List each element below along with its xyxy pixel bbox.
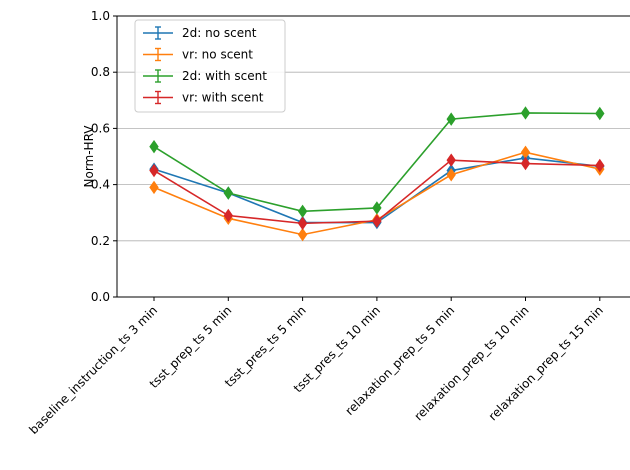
y-tick-label: 0.2 xyxy=(91,234,110,248)
y-axis-label: Norm-HRV xyxy=(82,125,96,188)
x-tick-label: baseline_instruction_ts 3 min xyxy=(26,303,160,437)
legend-box xyxy=(134,19,286,113)
data-point xyxy=(297,216,308,231)
y-axis: 0.0 0.2 0.4 0.6 0.8 1.0 xyxy=(91,9,117,304)
data-point xyxy=(297,227,308,242)
data-point xyxy=(372,201,382,215)
y-tick-label: 0.0 xyxy=(91,290,110,304)
series-3 xyxy=(149,153,605,231)
series-2 xyxy=(149,106,605,218)
data-point xyxy=(297,204,308,218)
data-point xyxy=(446,153,456,167)
data-point xyxy=(446,168,456,182)
data-point xyxy=(446,112,456,126)
data-point xyxy=(520,106,531,120)
data-point xyxy=(149,163,159,178)
legend: 2d: no scent vr: no scent 2d: with scent vr… xyxy=(134,19,286,113)
data-point xyxy=(372,214,382,228)
data-point xyxy=(520,156,531,171)
legend-label: vr: no scent xyxy=(182,48,253,62)
series-group xyxy=(149,106,605,242)
data-point xyxy=(595,158,605,173)
x-axis: baseline_instruction_ts 3 mintsst_prep_t… xyxy=(26,297,606,437)
data-point xyxy=(595,106,605,121)
x-tick-label: tsst_prep_ts 5 min xyxy=(147,303,235,391)
y-tick-label: 0.8 xyxy=(91,65,110,79)
y-tick-label: 0.6 xyxy=(91,121,110,135)
legend-label: 2d: no scent xyxy=(182,26,257,40)
y-tick-label: 0.4 xyxy=(91,178,110,192)
legend-label: 2d: with scent xyxy=(182,69,267,83)
data-point xyxy=(149,139,159,154)
plot-frame xyxy=(116,15,630,298)
data-point xyxy=(223,208,233,223)
x-tick-label: tsst_pres_ts 5 min xyxy=(222,303,309,390)
data-point xyxy=(149,180,159,195)
legend-item: vr: with scent xyxy=(143,91,264,105)
legend-item: vr: no scent xyxy=(143,48,253,62)
legend-item: 2d: no scent xyxy=(143,26,257,40)
series-line xyxy=(153,112,600,213)
data-point xyxy=(223,186,233,200)
legend-label: vr: with scent xyxy=(182,91,264,105)
y-tick-label: 1.0 xyxy=(91,9,110,23)
legend-item: 2d: with scent xyxy=(143,69,267,83)
